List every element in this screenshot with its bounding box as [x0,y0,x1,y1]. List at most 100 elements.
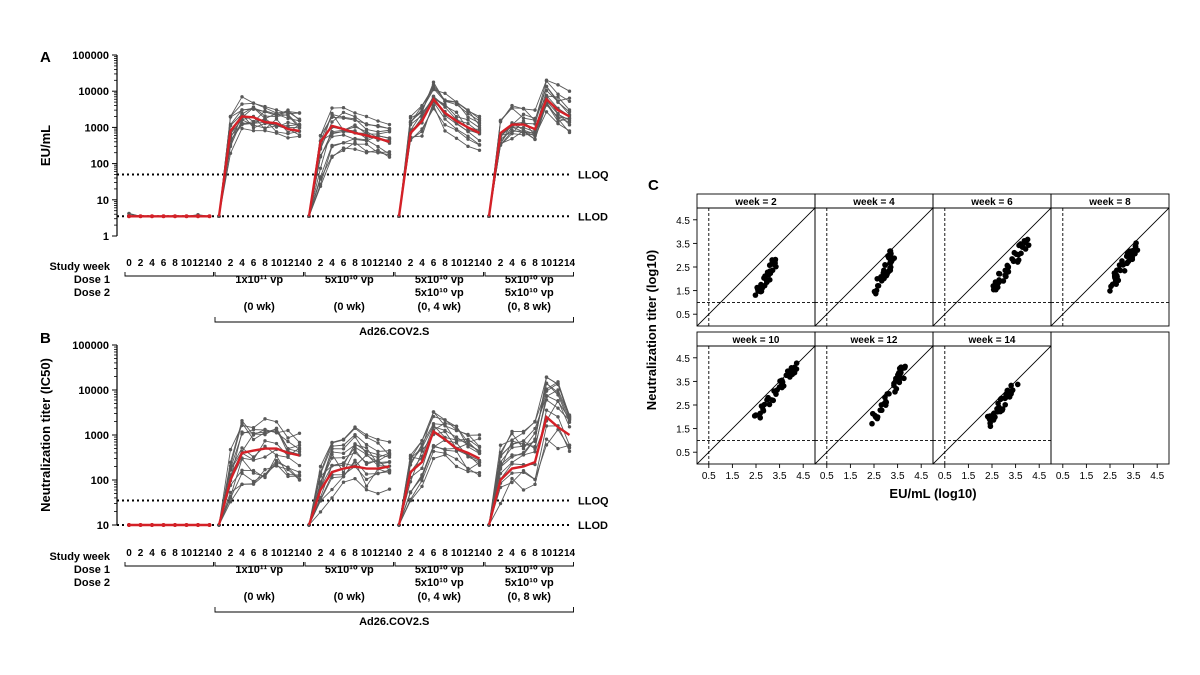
individual-point [286,474,290,479]
individual-point [521,442,526,446]
median-point [138,523,143,527]
individual-point [556,382,560,387]
individual-point [510,455,514,459]
week-tick-label: 12 [282,548,294,559]
scatter-point [793,366,800,372]
y-tick-label: 2.5 [676,263,690,274]
individual-point [341,443,346,447]
individual-line [218,429,300,526]
x-tick-label: 3.5 [1009,471,1023,482]
x-axis-label: EU/mL (log10) [889,486,976,501]
individual-point [567,425,572,429]
individual-point [544,375,549,379]
individual-point [521,447,526,451]
individual-point [477,449,482,453]
individual-point [556,95,560,99]
week-tick-label: 0 [396,548,402,559]
week-tick-label: 10 [541,258,553,269]
individual-point [510,106,514,110]
y-tick-label: 100000 [72,50,109,62]
median-point [196,523,200,527]
individual-point [556,406,560,410]
individual-point [443,105,447,109]
individual-point [510,460,514,465]
vaccine-label: Ad26.COV2.S [359,326,429,338]
individual-point [376,452,380,457]
week-tick-label: 14 [384,258,396,269]
individual-point [353,432,357,437]
individual-point [477,470,482,475]
individual-point [556,446,560,451]
individual-point [533,426,537,431]
week-tick-label: 2 [318,548,324,559]
individual-point [318,481,323,485]
individual-point [556,393,560,397]
individual-line [218,445,300,526]
vaccine-bracket [214,607,574,613]
dose1-label: 5x10¹⁰ vp [505,564,554,576]
individual-point [251,128,256,133]
scatter-point [1107,288,1113,294]
week-tick-label: 0 [126,258,132,269]
scatter-point [765,271,771,278]
week-tick-label: 2 [228,548,234,559]
week-tick-label: 6 [431,258,437,269]
individual-point [477,126,482,130]
median-line [307,465,390,526]
median-point [207,214,212,219]
individual-point [510,480,514,485]
individual-point [477,463,482,467]
week-tick-label: 0 [486,258,492,269]
individual-point [498,465,503,469]
y-tick-label: 1000 [85,122,109,134]
schedule-label: (0, 4 wk) [418,591,462,603]
scatter-point [793,360,800,366]
individual-point [353,448,357,452]
median-line [487,97,571,217]
individual-point [567,123,572,127]
individual-point [443,91,447,95]
scatter-point [888,250,894,257]
individual-point [498,501,503,506]
y-tick-label: 0.5 [676,448,690,459]
individual-line [398,411,480,526]
individual-point [466,144,470,149]
individual-point [420,110,424,114]
scatter-point [887,267,894,274]
dose2-label: 5x10¹⁰ vp [505,577,554,589]
week-tick-label: 6 [431,548,437,559]
individual-line [308,443,390,526]
x-tick-label: 3.5 [891,471,905,482]
scatter-point [882,262,888,268]
individual-point [341,447,346,451]
individual-point [297,117,302,121]
x-tick-label: 0.5 [938,471,952,482]
individual-point [544,95,549,99]
x-tick-label: 4.5 [914,471,928,482]
individual-point [364,442,369,447]
week-tick-label: 12 [282,258,294,269]
scatter-point [1133,240,1139,246]
scatter-point [901,375,907,382]
scatter-point [987,423,994,430]
scatter-point [1005,264,1011,271]
individual-point [556,119,560,124]
scatter-point [770,259,776,266]
week-tick-label: 4 [239,258,245,269]
scatter-point [1116,266,1122,273]
individual-point [556,399,560,403]
schedule-label: (0, 8 wk) [508,591,552,603]
individual-point [443,129,447,133]
facet-plot [815,208,933,326]
individual-point [274,114,279,119]
individual-point [420,473,424,478]
individual-point [251,123,256,127]
individual-point [330,120,334,124]
individual-point [408,457,413,461]
individual-point [297,443,302,447]
individual-line [488,101,570,217]
individual-point [364,460,369,465]
individual-line [218,419,300,526]
dose1-label: 1x10¹¹ vp [235,564,283,576]
